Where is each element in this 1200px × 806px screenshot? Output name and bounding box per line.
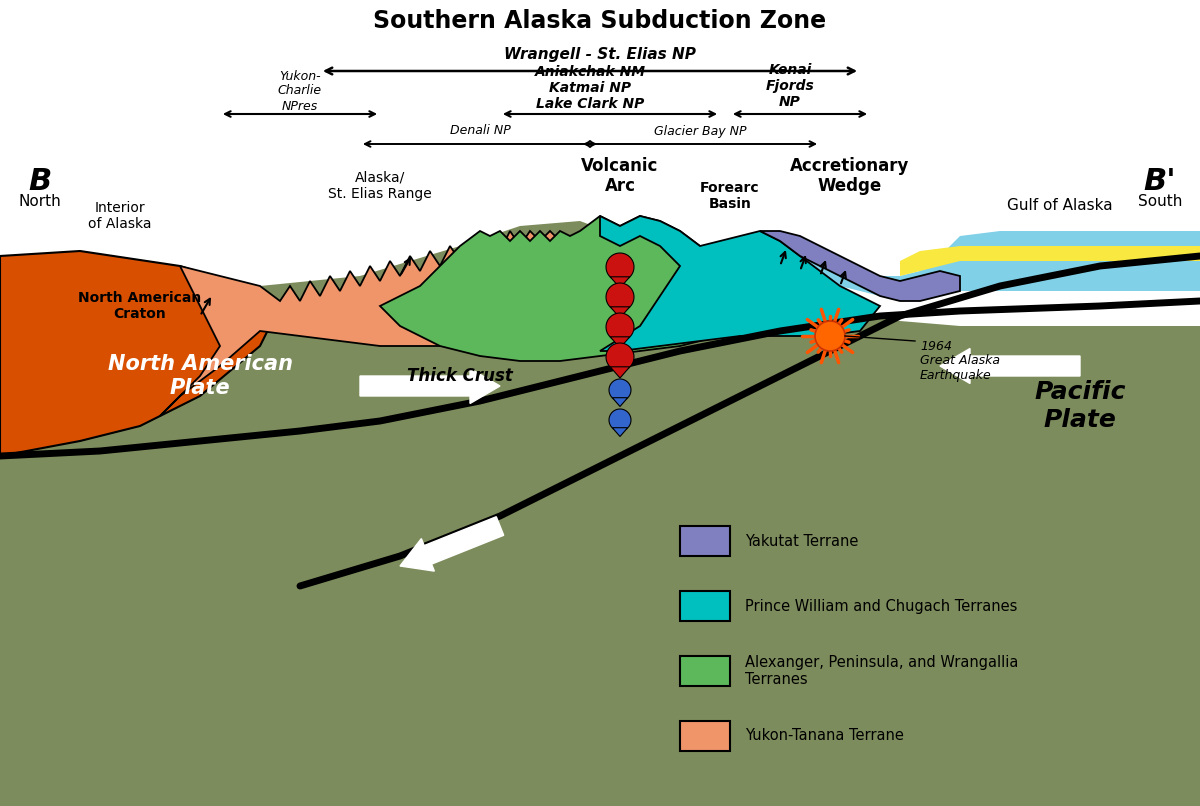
Text: Interior
of Alaska: Interior of Alaska bbox=[89, 201, 151, 231]
FancyBboxPatch shape bbox=[680, 526, 730, 556]
Polygon shape bbox=[0, 326, 1200, 806]
Text: Yukon-
Charlie
NPres: Yukon- Charlie NPres bbox=[278, 69, 322, 113]
FancyBboxPatch shape bbox=[680, 721, 730, 751]
Polygon shape bbox=[760, 231, 960, 301]
Text: 1964
Great Alaska
Earthquake: 1964 Great Alaska Earthquake bbox=[920, 339, 1000, 383]
Polygon shape bbox=[900, 246, 1200, 276]
Polygon shape bbox=[600, 216, 880, 351]
Text: Alexanger, Peninsula, and Wrangallia
Terranes: Alexanger, Peninsula, and Wrangallia Ter… bbox=[745, 654, 1019, 688]
Text: B': B' bbox=[1144, 167, 1176, 196]
Text: Aniakchak NM
Katmai NP
Lake Clark NP: Aniakchak NM Katmai NP Lake Clark NP bbox=[534, 64, 646, 111]
Text: B: B bbox=[29, 167, 52, 196]
FancyArrow shape bbox=[360, 368, 500, 404]
Polygon shape bbox=[720, 231, 1200, 301]
Text: Denali NP: Denali NP bbox=[450, 124, 510, 138]
Text: Thick Crust: Thick Crust bbox=[407, 367, 512, 385]
Text: Pacific
Plate: Pacific Plate bbox=[1034, 380, 1126, 432]
Polygon shape bbox=[610, 379, 631, 401]
Text: Prince William and Chugach Terranes: Prince William and Chugach Terranes bbox=[745, 599, 1018, 613]
Polygon shape bbox=[0, 251, 280, 456]
Polygon shape bbox=[611, 337, 630, 348]
Polygon shape bbox=[606, 283, 634, 311]
Text: Volcanic
Arc: Volcanic Arc bbox=[581, 156, 659, 195]
FancyBboxPatch shape bbox=[680, 591, 730, 621]
Polygon shape bbox=[160, 231, 620, 416]
Polygon shape bbox=[612, 428, 628, 437]
Text: Gulf of Alaska: Gulf of Alaska bbox=[1007, 198, 1112, 214]
Polygon shape bbox=[612, 397, 628, 406]
Text: South: South bbox=[1138, 193, 1182, 209]
Text: North: North bbox=[19, 193, 61, 209]
Text: Southern Alaska Subduction Zone: Southern Alaska Subduction Zone bbox=[373, 9, 827, 33]
Polygon shape bbox=[611, 307, 630, 318]
Text: Wrangell - St. Elias NP: Wrangell - St. Elias NP bbox=[504, 47, 696, 61]
Polygon shape bbox=[606, 343, 634, 371]
Polygon shape bbox=[606, 253, 634, 281]
Text: Kenai
Fjords
NP: Kenai Fjords NP bbox=[766, 63, 815, 109]
Polygon shape bbox=[611, 276, 630, 288]
Text: North American
Plate: North American Plate bbox=[108, 355, 293, 397]
Polygon shape bbox=[611, 367, 630, 378]
FancyArrow shape bbox=[940, 348, 1080, 384]
Text: North American
Craton: North American Craton bbox=[78, 291, 202, 321]
FancyBboxPatch shape bbox=[680, 656, 730, 686]
Polygon shape bbox=[380, 216, 760, 361]
Text: Yakutat Terrane: Yakutat Terrane bbox=[745, 534, 858, 549]
Circle shape bbox=[815, 321, 845, 351]
FancyArrow shape bbox=[400, 517, 504, 571]
Polygon shape bbox=[0, 221, 1200, 806]
Text: Forearc
Basin: Forearc Basin bbox=[700, 181, 760, 211]
Text: Yukon-Tanana Terrane: Yukon-Tanana Terrane bbox=[745, 729, 904, 743]
Text: Alaska/
St. Elias Range: Alaska/ St. Elias Range bbox=[328, 171, 432, 202]
Text: Glacier Bay NP: Glacier Bay NP bbox=[654, 124, 746, 138]
Polygon shape bbox=[610, 409, 631, 431]
Polygon shape bbox=[606, 313, 634, 341]
Text: Accretionary
Wedge: Accretionary Wedge bbox=[791, 156, 910, 195]
